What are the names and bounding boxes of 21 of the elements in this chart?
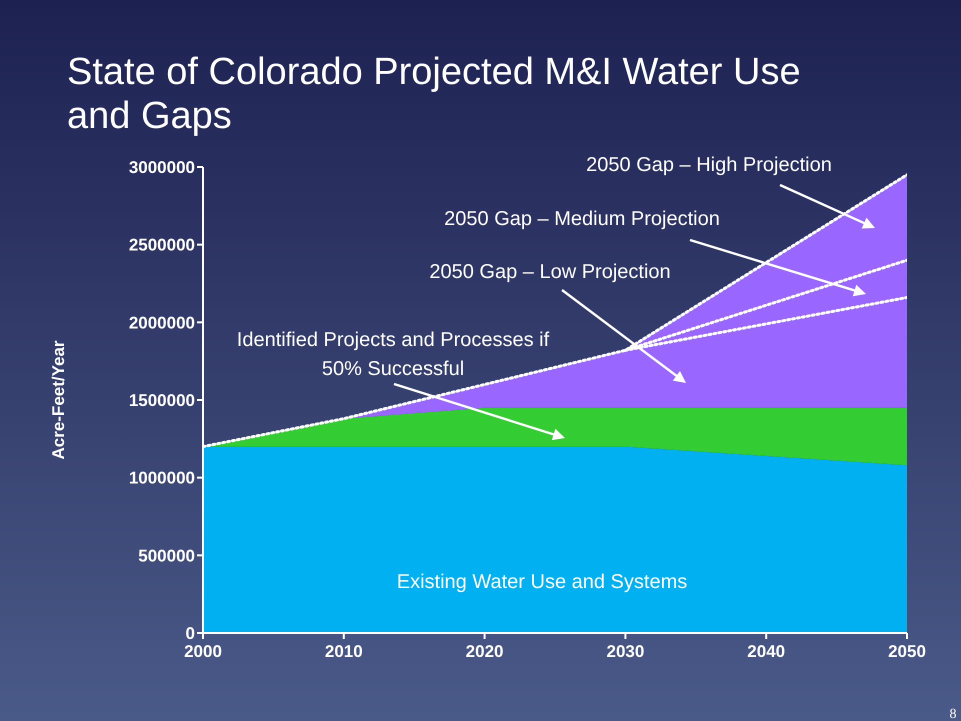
- y-tick-label: 3000000: [128, 158, 195, 178]
- y-axis-title: Acre-Feet/Year: [49, 340, 68, 460]
- annotation: 2050 Gap – Medium Projection: [443, 207, 721, 232]
- x-tick-label: 2030: [606, 642, 644, 662]
- annotation: Identified Projects and Processes if 50% Successful: [236, 328, 550, 382]
- x-tick-label: 2040: [747, 642, 786, 662]
- chart-title: State of Colorado Projected M&I Water Use and Gaps: [67, 50, 802, 138]
- x-tick-label: 2000: [184, 642, 222, 662]
- y-tick-label: 2000000: [128, 313, 195, 332]
- y-tick-label: 0: [186, 624, 195, 644]
- x-tick-label: 2020: [466, 642, 504, 662]
- y-tick-label: 2500000: [128, 236, 195, 255]
- annotation: 2050 Gap – Low Projection: [428, 260, 672, 285]
- annotation: Existing Water Use and Systems: [396, 570, 688, 595]
- y-tick-label: 1000000: [128, 468, 195, 488]
- x-tick-label: 2050: [888, 642, 926, 662]
- y-tick-label: 1500000: [128, 391, 195, 410]
- x-tick-label: 2010: [324, 642, 363, 662]
- annotation: 2050 Gap – High Projection: [585, 153, 833, 178]
- text: 8: [948, 706, 958, 721]
- y-tick-label: 500000: [138, 546, 195, 566]
